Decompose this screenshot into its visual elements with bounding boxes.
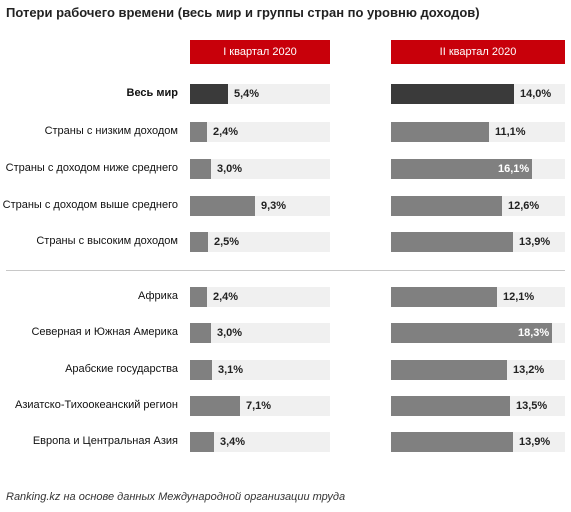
category-label: Страны с доходом выше среднего [2, 199, 178, 211]
category-label: Весь мир [126, 87, 178, 99]
category-label: Европа и Центральная Азия [32, 435, 178, 447]
bar-track [190, 232, 330, 252]
bar-track [190, 432, 330, 452]
data-label: 7,1% [246, 400, 272, 412]
data-label: 18,3% [518, 327, 550, 339]
data-label: 3,1% [218, 364, 244, 376]
bar-track [190, 323, 330, 343]
bar [391, 196, 502, 216]
data-label: 2,5% [214, 236, 240, 248]
data-label: 9,3% [261, 200, 287, 212]
bar [391, 122, 489, 142]
data-label: 13,2% [513, 364, 545, 376]
data-label: 3,0% [217, 327, 243, 339]
data-label: 16,1% [498, 163, 530, 175]
bar [190, 232, 208, 252]
bar [190, 159, 211, 179]
category-label: Страны с доходом ниже среднего [5, 162, 178, 174]
data-label: 2,4% [213, 291, 239, 303]
category-label: Арабские государства [65, 363, 178, 375]
source-note: Ranking.kz на основе данных Международно… [6, 491, 346, 503]
data-label: 2,4% [213, 126, 239, 138]
bar [391, 396, 510, 416]
bar-track [190, 159, 330, 179]
bar [190, 432, 214, 452]
category-label: Страны с низким доходом [44, 125, 178, 137]
data-label: 5,4% [234, 88, 260, 100]
bar [190, 396, 240, 416]
category-label: Азиатско-Тихоокеанский регион [14, 399, 178, 411]
bar [190, 287, 207, 307]
bar-track [190, 360, 330, 380]
bar [190, 84, 228, 104]
data-label: 3,4% [220, 436, 246, 448]
panel-header-q2: II квартал 2020 [391, 40, 565, 64]
bar [190, 122, 207, 142]
bar [391, 287, 497, 307]
bar [391, 84, 514, 104]
data-label: 14,0% [520, 88, 552, 100]
bar [391, 323, 552, 343]
data-label: 13,9% [519, 436, 551, 448]
bar [190, 196, 255, 216]
bar [391, 232, 513, 252]
data-label: 13,9% [519, 236, 551, 248]
data-label: 12,1% [503, 291, 535, 303]
bar [391, 159, 532, 179]
group-separator [6, 270, 565, 271]
bar-track [190, 287, 330, 307]
bar-track [190, 122, 330, 142]
data-label: 12,6% [508, 200, 540, 212]
data-label: 3,0% [217, 163, 243, 175]
chart-title: Потери рабочего времени (весь мир и груп… [6, 5, 480, 20]
data-label: 13,5% [516, 400, 548, 412]
category-label: Северная и Южная Америка [31, 326, 178, 338]
panel-header-q1: I квартал 2020 [190, 40, 330, 64]
category-label: Африка [138, 290, 178, 302]
bar [190, 323, 211, 343]
category-label: Страны с высоким доходом [36, 235, 178, 247]
bar [190, 360, 212, 380]
data-label: 11,1% [495, 126, 526, 138]
bar [391, 360, 507, 380]
bar [391, 432, 513, 452]
